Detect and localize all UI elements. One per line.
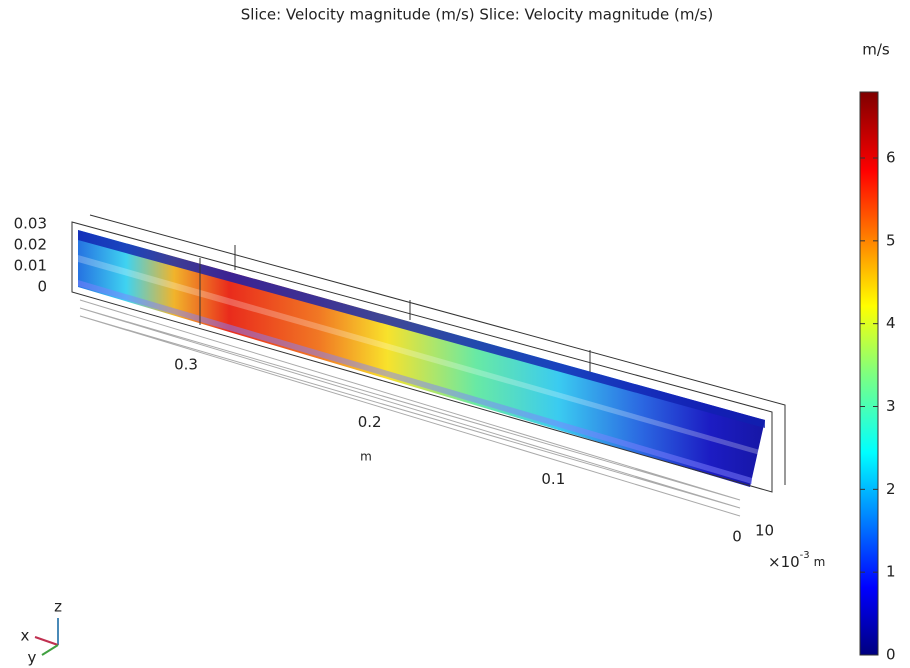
multiplier: ×10 bbox=[768, 553, 800, 571]
colorbar-tick-label: 4 bbox=[886, 314, 896, 332]
z-tick-label: 0.02 bbox=[14, 236, 47, 254]
colorbar-tick-label: 2 bbox=[886, 480, 896, 498]
colorbar-tick-label: 5 bbox=[886, 231, 896, 249]
colorbar-tick-label: 1 bbox=[886, 563, 896, 581]
x-tick-label: 0.3 bbox=[174, 356, 198, 374]
x-tick-label: 0 bbox=[732, 528, 742, 546]
y-axis-multiplier: ×10-3 m bbox=[768, 550, 825, 571]
y-tick-label: 10 bbox=[755, 522, 774, 540]
x-axis-label: m bbox=[360, 450, 372, 464]
colorbar-tick-label: 3 bbox=[886, 397, 896, 415]
x-tick-label: 0.2 bbox=[358, 413, 382, 431]
z-tick-label: 0.03 bbox=[14, 215, 47, 233]
plot-title: Slice: Velocity magnitude (m/s) Slice: V… bbox=[241, 6, 713, 24]
z-tick-label: 0 bbox=[37, 278, 47, 296]
z-tick-label: 0.01 bbox=[14, 257, 47, 275]
triad-y: y bbox=[28, 649, 37, 667]
colorbar bbox=[859, 91, 879, 656]
unit: m bbox=[814, 555, 826, 569]
triad-z: z bbox=[54, 598, 62, 616]
axis-triad: z x y bbox=[21, 598, 63, 667]
colorbar-tick-label: 0 bbox=[886, 646, 896, 664]
exponent: -3 bbox=[800, 550, 810, 561]
colorbar-tick-label: 6 bbox=[886, 149, 896, 167]
triad-x: x bbox=[21, 627, 30, 645]
colorbar-unit: m/s bbox=[862, 41, 890, 59]
x-tick-label: 0.1 bbox=[541, 470, 565, 488]
beam-render bbox=[71, 214, 786, 517]
